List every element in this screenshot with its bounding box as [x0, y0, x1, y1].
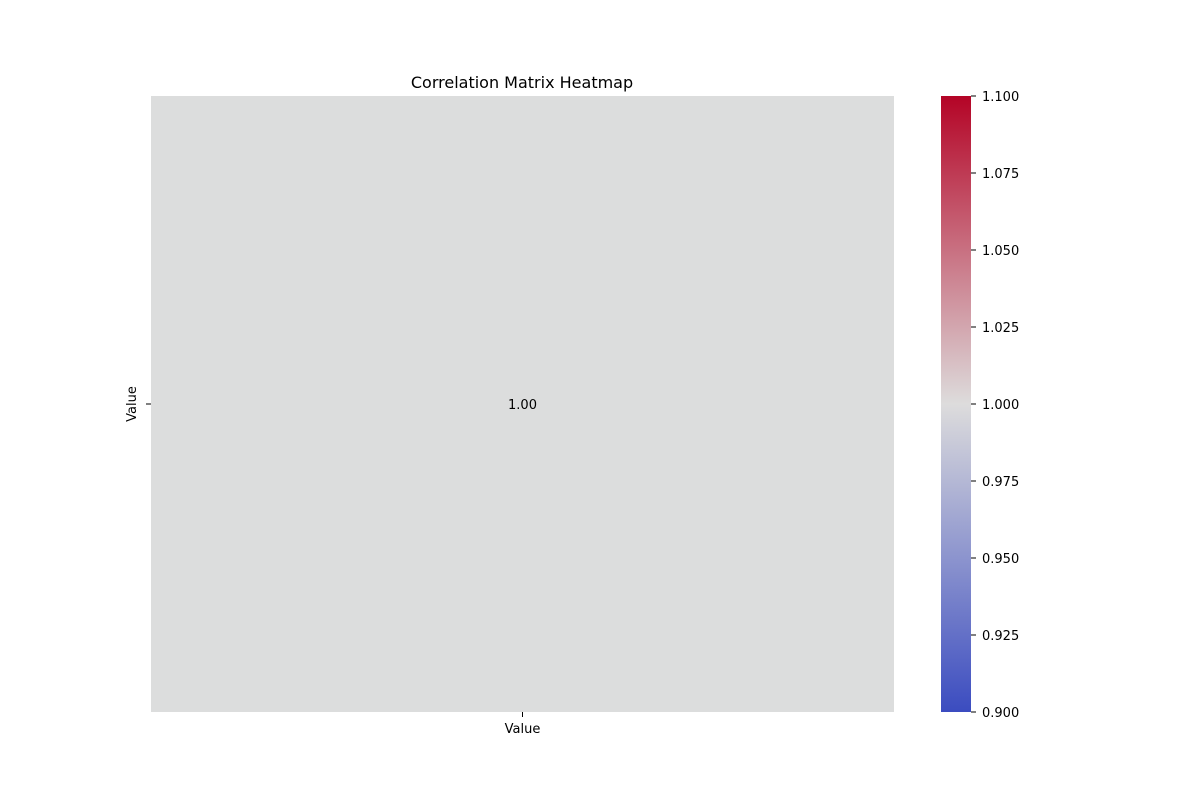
cell-annotation: 1.00 [508, 398, 537, 413]
y-axis: Value [125, 386, 151, 422]
x-tick-label: Value [505, 722, 541, 737]
colorbar-tick-label: 1.000 [982, 398, 1019, 413]
colorbar-tick-label: 1.100 [982, 90, 1019, 105]
colorbar-tick-label: 1.025 [982, 321, 1019, 336]
colorbar-gradient [941, 96, 971, 712]
colorbar-tick-label: 1.050 [982, 244, 1019, 259]
colorbar-tick-label: 1.075 [982, 167, 1019, 182]
colorbar-ticks: 0.900 0.925 0.950 0.975 1.000 1.025 1.050 1.075… [971, 90, 1019, 721]
colorbar-tick-label: 0.975 [982, 475, 1019, 490]
colorbar-tick-label: 0.950 [982, 552, 1019, 567]
colorbar-tick-label: 0.925 [982, 629, 1019, 644]
chart-title: Correlation Matrix Heatmap [411, 73, 633, 92]
colorbar-tick-label: 0.900 [982, 706, 1019, 721]
colorbar: 0.900 0.925 0.950 0.975 1.000 1.025 1.050 1.075… [941, 90, 1019, 721]
heatmap-cells: 1.00 [151, 96, 894, 712]
heatmap-cell [151, 96, 894, 712]
y-tick-label: Value [125, 386, 140, 422]
x-axis: Value [505, 712, 541, 737]
